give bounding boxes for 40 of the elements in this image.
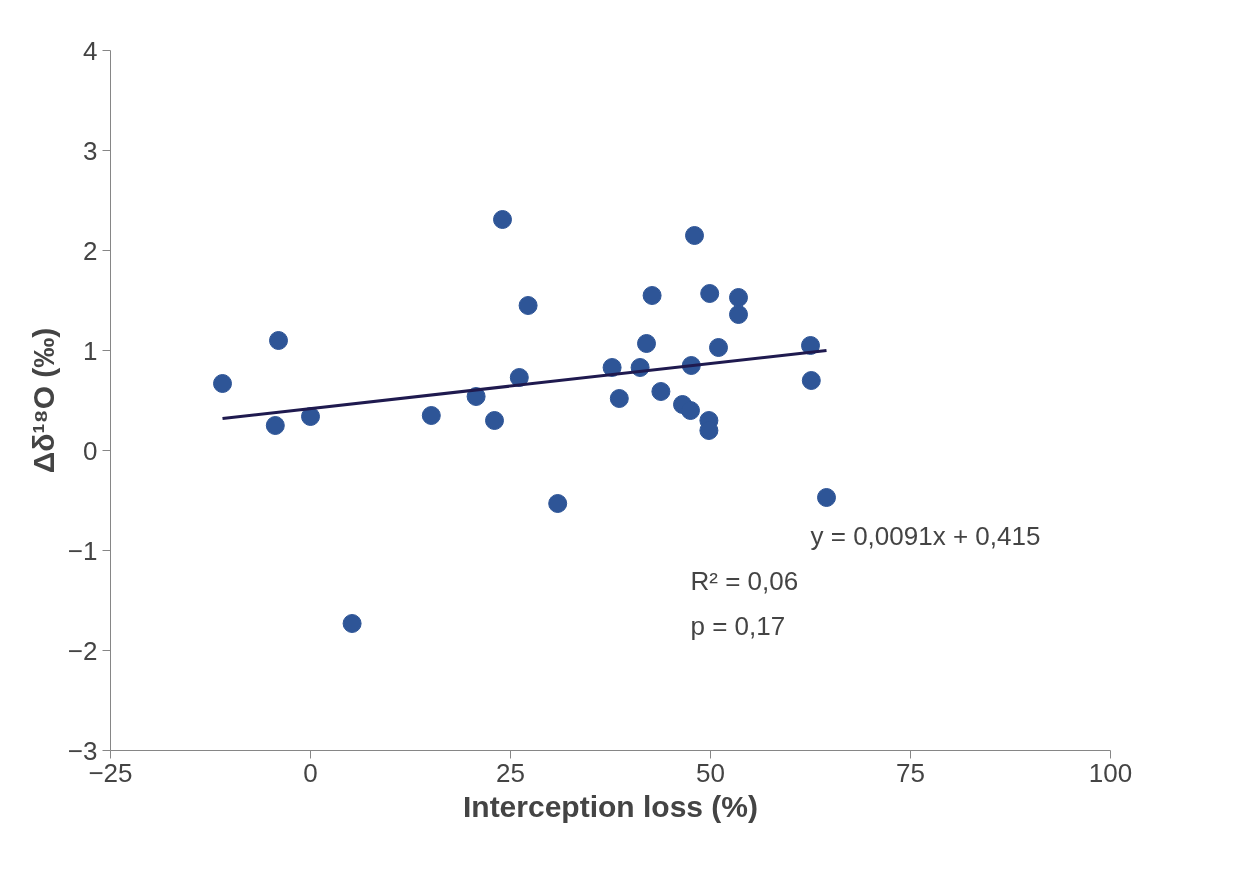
point <box>637 334 656 353</box>
x-tick-label: 75 <box>896 757 925 788</box>
point <box>301 407 320 426</box>
y-tick-label: 3 <box>83 135 98 166</box>
x-tick-label: 100 <box>1088 757 1133 788</box>
point <box>801 371 821 390</box>
x-tick-label: 50 <box>696 757 725 788</box>
point <box>265 416 285 435</box>
point <box>609 389 629 408</box>
annotation: R² = 0,06 <box>690 565 799 596</box>
y-tick-label: −2 <box>67 635 98 666</box>
point <box>493 210 512 229</box>
x-axis-title: Interception loss (%) <box>462 789 759 823</box>
point <box>509 368 529 387</box>
y-tick-label: −1 <box>67 535 98 566</box>
point <box>642 286 662 305</box>
point <box>681 401 700 420</box>
point <box>213 374 232 393</box>
annotation: y = 0,0091x + 0,415 <box>810 520 1041 551</box>
y-tick-label: 0 <box>83 435 98 466</box>
point <box>342 614 362 633</box>
point <box>729 288 748 307</box>
point <box>817 488 836 507</box>
point <box>729 305 748 324</box>
y-tick-label: 1 <box>83 335 98 366</box>
point <box>651 382 671 401</box>
y-tick-label: 4 <box>83 35 98 66</box>
point <box>709 338 728 357</box>
point <box>518 296 538 315</box>
y-tick-label: 2 <box>83 235 98 266</box>
point <box>421 406 441 425</box>
point <box>700 284 720 303</box>
point <box>685 226 704 245</box>
y-axis-title: Δδ¹⁸O (‰) <box>26 327 60 474</box>
x-tick-label: 0 <box>303 757 318 788</box>
point <box>269 331 288 350</box>
point <box>548 494 568 513</box>
point <box>485 411 504 430</box>
annotation: p = 0,17 <box>690 610 786 641</box>
x-tick-label: 25 <box>496 757 525 788</box>
